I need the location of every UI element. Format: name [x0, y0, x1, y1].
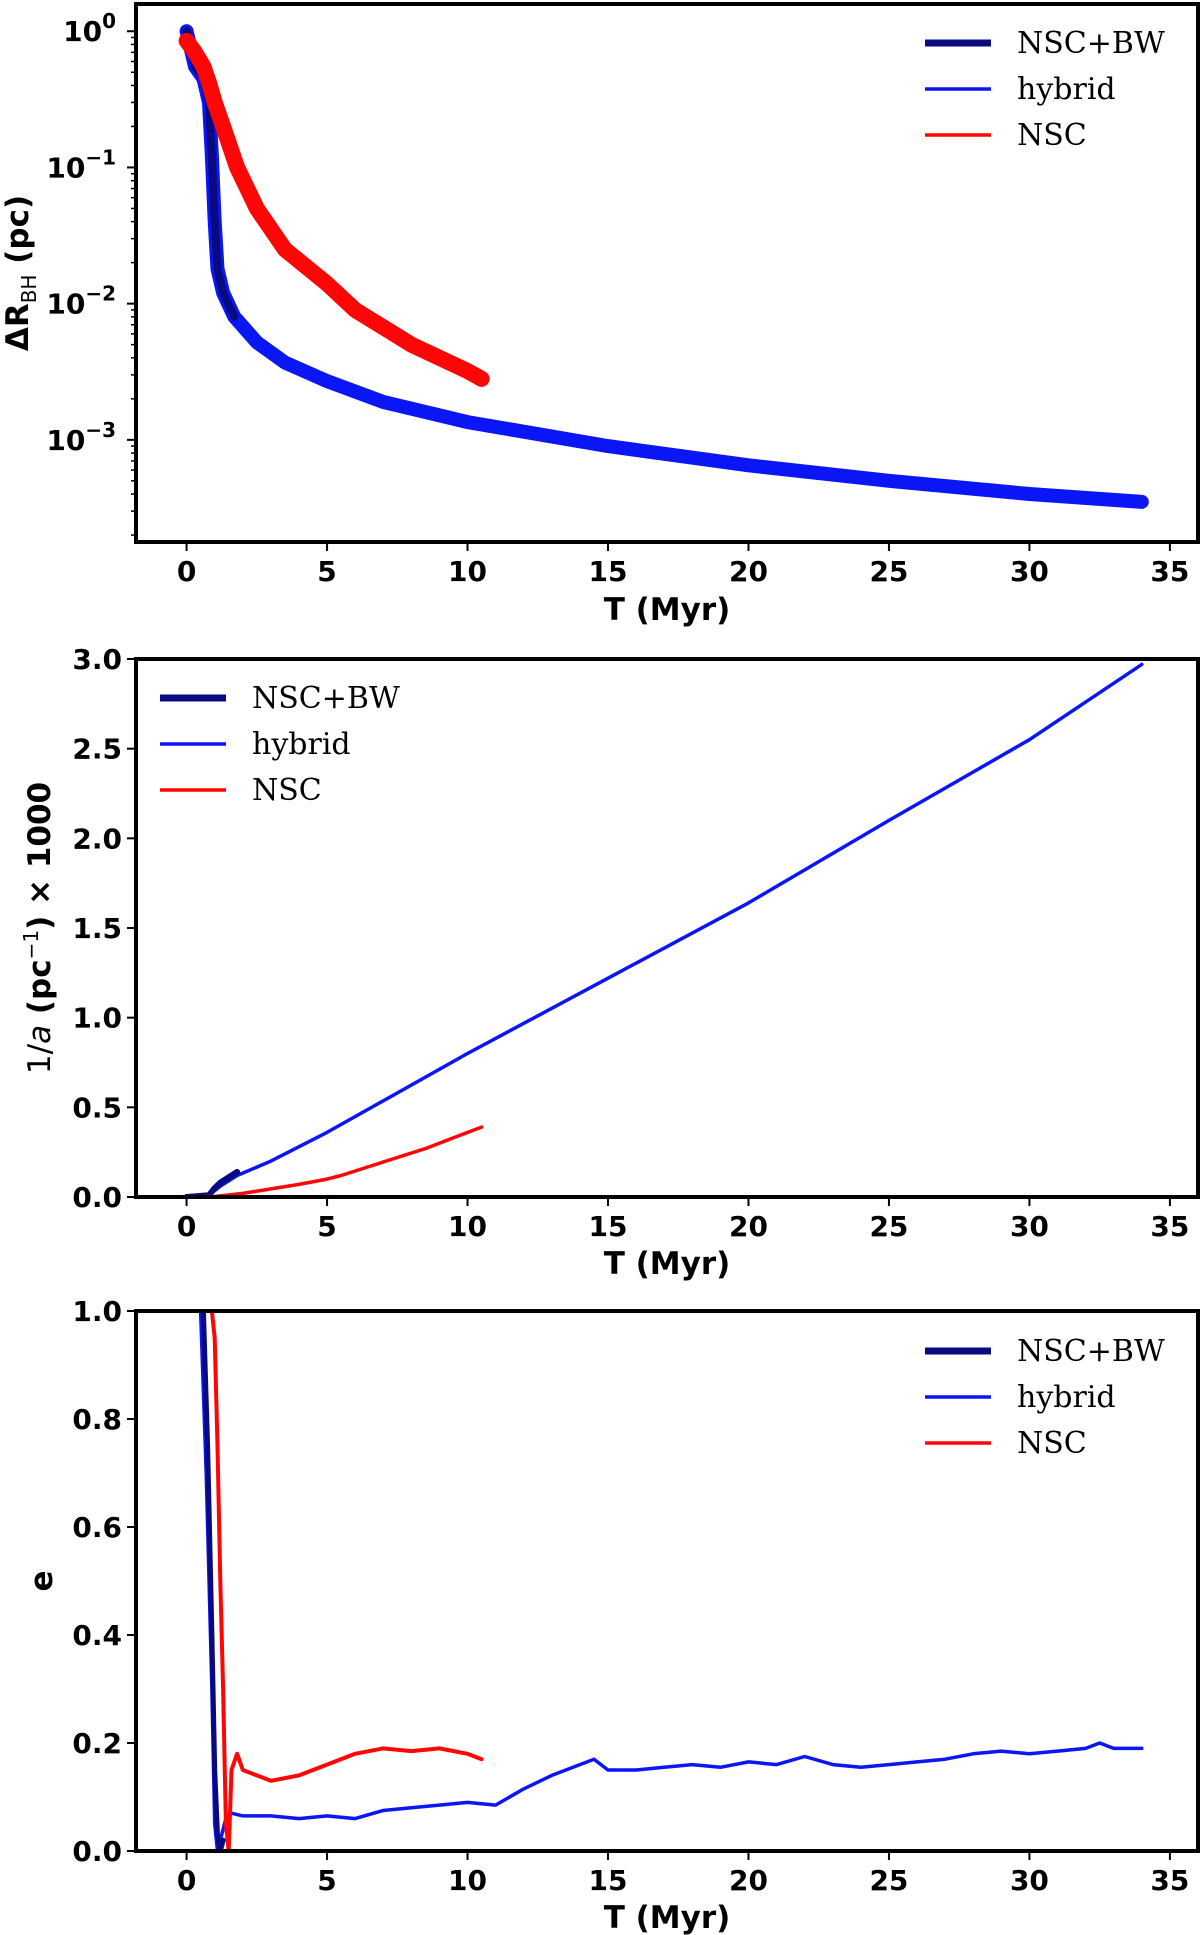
legend-label-nsc: NSC	[1017, 1426, 1087, 1461]
y-axis-label-top: ΔRBH (pc)	[0, 195, 41, 351]
legend-label-hybrid: hybrid	[1017, 1380, 1116, 1415]
y-label-delta-r: ΔR	[0, 303, 36, 351]
x-axis-label-bottom: T (Myr)	[604, 1900, 731, 1935]
series-nsc-line	[184, 1125, 484, 1197]
axes-frame-bottom	[134, 1309, 1200, 1853]
x-tick-label: 35	[1150, 1864, 1189, 1897]
y-tick-label: 2.0	[72, 822, 122, 855]
x-tick-label: 10	[448, 1210, 487, 1243]
legend-label-nsc: NSC	[252, 773, 322, 808]
y-label-unit	[0, 264, 36, 275]
x-tick-label: 15	[589, 555, 628, 588]
y-label-exp: −1	[19, 930, 43, 959]
y-tick-label: 0.6	[72, 1511, 122, 1544]
y-label-a: a	[22, 1025, 58, 1044]
legend-label-nsc-bw: NSC+BW	[1017, 1334, 1165, 1369]
panel-bottom-eccentricity: 0 5 10 15 20 25 30 35 0.0 0.2 0.4 0.6 0.8 1.0 T (Myr)…	[24, 1295, 1200, 1935]
x-tick-label: 30	[1010, 1864, 1049, 1897]
y-tick-label: 10−1	[46, 145, 116, 184]
y-tick-label: 1.0	[72, 1295, 122, 1328]
axes-ticks-middle: 0 5 10 15 20 25 30 35 0.0 0.5 1.0 1.5 2.0 2.5 3.0	[72, 643, 1189, 1243]
series-nsc-line	[178, 32, 490, 387]
x-tick-label: 25	[869, 1210, 908, 1243]
legend-label-hybrid: hybrid	[1017, 72, 1116, 107]
x-tick-label: 15	[589, 1210, 628, 1243]
y-label-unit-text: (pc)	[0, 195, 36, 264]
x-tick-label: 20	[729, 555, 768, 588]
axes-ticks-top: 0 5 10 15 20 25 30 35 100 10−1 10−2 10−3	[46, 9, 1189, 588]
y-tick-label: 0.0	[72, 1181, 122, 1214]
x-tick-label: 35	[1150, 555, 1189, 588]
y-tick-label: 0.5	[72, 1091, 122, 1124]
x-tick-label: 10	[448, 555, 487, 588]
x-tick-label: 0	[177, 1864, 196, 1897]
x-tick-label: 0	[177, 555, 196, 588]
y-label-mid: (pc	[22, 959, 58, 1025]
y-label-pre: 1/	[22, 1043, 58, 1074]
legend-label-nsc-bw: NSC+BW	[1017, 26, 1165, 61]
x-tick-label: 5	[317, 555, 336, 588]
series-hybrid-line	[179, 24, 1149, 509]
series-hybrid-line	[198, 1311, 1144, 1851]
legend-label-hybrid: hybrid	[252, 727, 351, 762]
x-tick-label: 30	[1010, 1210, 1049, 1243]
panel-top-distance: 0 5 10 15 20 25 30 35 100 10−1 10−2 10−3 T (Myr) ΔR…	[0, 2, 1200, 628]
x-tick-label: 25	[869, 1864, 908, 1897]
x-axis-label-top: T (Myr)	[604, 592, 731, 628]
legend-label-nsc-bw: NSC+BW	[252, 681, 400, 716]
legend-top: NSC+BW hybrid NSC	[925, 26, 1165, 153]
y-tick-label: 10−3	[46, 418, 116, 457]
plot-area-top	[178, 24, 1149, 509]
axes-frame-top	[134, 2, 1200, 544]
plot-area-bottom	[198, 1311, 1144, 1851]
panel-middle-inverse-semimajor: 0 5 10 15 20 25 30 35 0.0 0.5 1.0 1.5 2.0 2.5 3.0 T (M…	[19, 643, 1200, 1282]
series-nsc-line	[209, 1311, 484, 1851]
y-axis-label-bottom: e	[24, 1570, 60, 1591]
axes-ticks-bottom: 0 5 10 15 20 25 30 35 0.0 0.2 0.4 0.6 0.8 1.0	[72, 1295, 1189, 1897]
y-tick-label: 0.2	[72, 1727, 122, 1760]
y-label-subscript: BH	[17, 275, 41, 304]
legend-middle: NSC+BW hybrid NSC	[160, 681, 400, 808]
y-tick-label: 10−2	[46, 282, 116, 321]
y-tick-label: 1.0	[72, 1002, 122, 1035]
x-axis-label-middle: T (Myr)	[604, 1246, 731, 1282]
y-tick-label: 1.5	[72, 912, 122, 945]
x-tick-label: 25	[869, 555, 908, 588]
y-tick-label: 0.8	[72, 1403, 122, 1436]
y-axis-label-middle: 1/a (pc−1) × 1000	[19, 782, 58, 1074]
x-tick-label: 0	[177, 1210, 196, 1243]
series-nsc-bw-line	[200, 1311, 226, 1851]
x-tick-label: 10	[448, 1864, 487, 1897]
x-tick-label: 5	[317, 1864, 336, 1897]
legend-bottom: NSC+BW hybrid NSC	[925, 1334, 1165, 1461]
x-tick-label: 15	[589, 1864, 628, 1897]
x-tick-label: 20	[729, 1864, 768, 1897]
y-tick-label: 0.4	[72, 1619, 122, 1652]
y-tick-label: 100	[63, 9, 116, 48]
y-tick-label: 2.5	[72, 733, 122, 766]
x-tick-label: 20	[729, 1210, 768, 1243]
y-tick-label: 0.0	[72, 1835, 122, 1868]
legend-label-nsc: NSC	[1017, 118, 1087, 153]
y-label-post: ) × 1000	[22, 782, 58, 930]
x-tick-label: 35	[1150, 1210, 1189, 1243]
x-tick-label: 5	[317, 1210, 336, 1243]
y-tick-label: 3.0	[72, 643, 122, 676]
x-tick-label: 30	[1010, 555, 1049, 588]
